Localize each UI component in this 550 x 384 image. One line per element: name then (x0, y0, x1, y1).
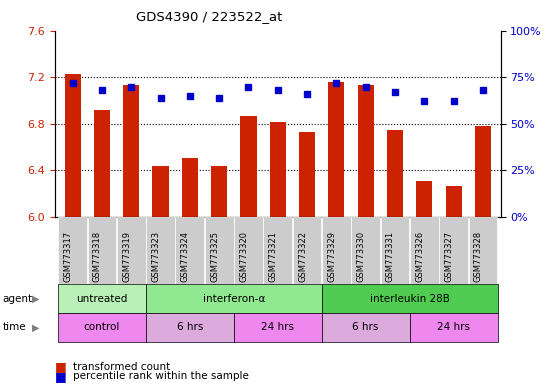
Text: GSM773317: GSM773317 (64, 231, 73, 282)
Bar (270, 121, 286, 217)
Text: GSM773330: GSM773330 (357, 231, 366, 282)
Text: percentile rank within the sample: percentile rank within the sample (73, 371, 249, 381)
Text: GSM773324: GSM773324 (181, 231, 190, 282)
Text: GSM773321: GSM773321 (269, 231, 278, 282)
Text: 24 hrs: 24 hrs (437, 322, 470, 333)
Text: GDS4390 / 223522_at: GDS4390 / 223522_at (136, 10, 282, 23)
Bar (240, 116, 256, 217)
Text: ▶: ▶ (32, 322, 40, 333)
Text: GSM773318: GSM773318 (93, 231, 102, 282)
Text: GSM773326: GSM773326 (415, 231, 424, 282)
Text: ■: ■ (55, 370, 67, 383)
Bar (328, 82, 344, 217)
Text: GSM773328: GSM773328 (474, 231, 483, 282)
Text: GSM773322: GSM773322 (298, 231, 307, 282)
Bar (64, 74, 81, 217)
Text: GSM773329: GSM773329 (327, 231, 337, 282)
Text: 24 hrs: 24 hrs (261, 322, 294, 333)
Bar (387, 130, 403, 217)
Text: interferon-α: interferon-α (202, 293, 265, 304)
Text: 6 hrs: 6 hrs (177, 322, 203, 333)
Bar (358, 85, 374, 217)
Text: 6 hrs: 6 hrs (353, 322, 379, 333)
Bar (182, 157, 198, 217)
Text: ▶: ▶ (32, 293, 40, 304)
Text: GSM773323: GSM773323 (151, 231, 161, 282)
Text: time: time (3, 322, 26, 333)
Bar (475, 126, 491, 217)
Text: control: control (84, 322, 120, 333)
Bar (211, 166, 227, 217)
Text: GSM773319: GSM773319 (122, 231, 131, 282)
Bar (94, 110, 110, 217)
Text: interleukin 28B: interleukin 28B (370, 293, 449, 304)
Bar (123, 85, 139, 217)
Bar (299, 132, 315, 217)
Text: transformed count: transformed count (73, 362, 170, 372)
Text: GSM773325: GSM773325 (210, 231, 219, 282)
Bar (152, 166, 168, 217)
Text: untreated: untreated (76, 293, 128, 304)
Bar (416, 181, 432, 217)
Text: agent: agent (3, 293, 33, 304)
Text: GSM773320: GSM773320 (239, 231, 249, 282)
Text: ■: ■ (55, 360, 67, 373)
Text: GSM773327: GSM773327 (444, 231, 454, 282)
Bar (446, 185, 461, 217)
Text: GSM773331: GSM773331 (386, 231, 395, 282)
